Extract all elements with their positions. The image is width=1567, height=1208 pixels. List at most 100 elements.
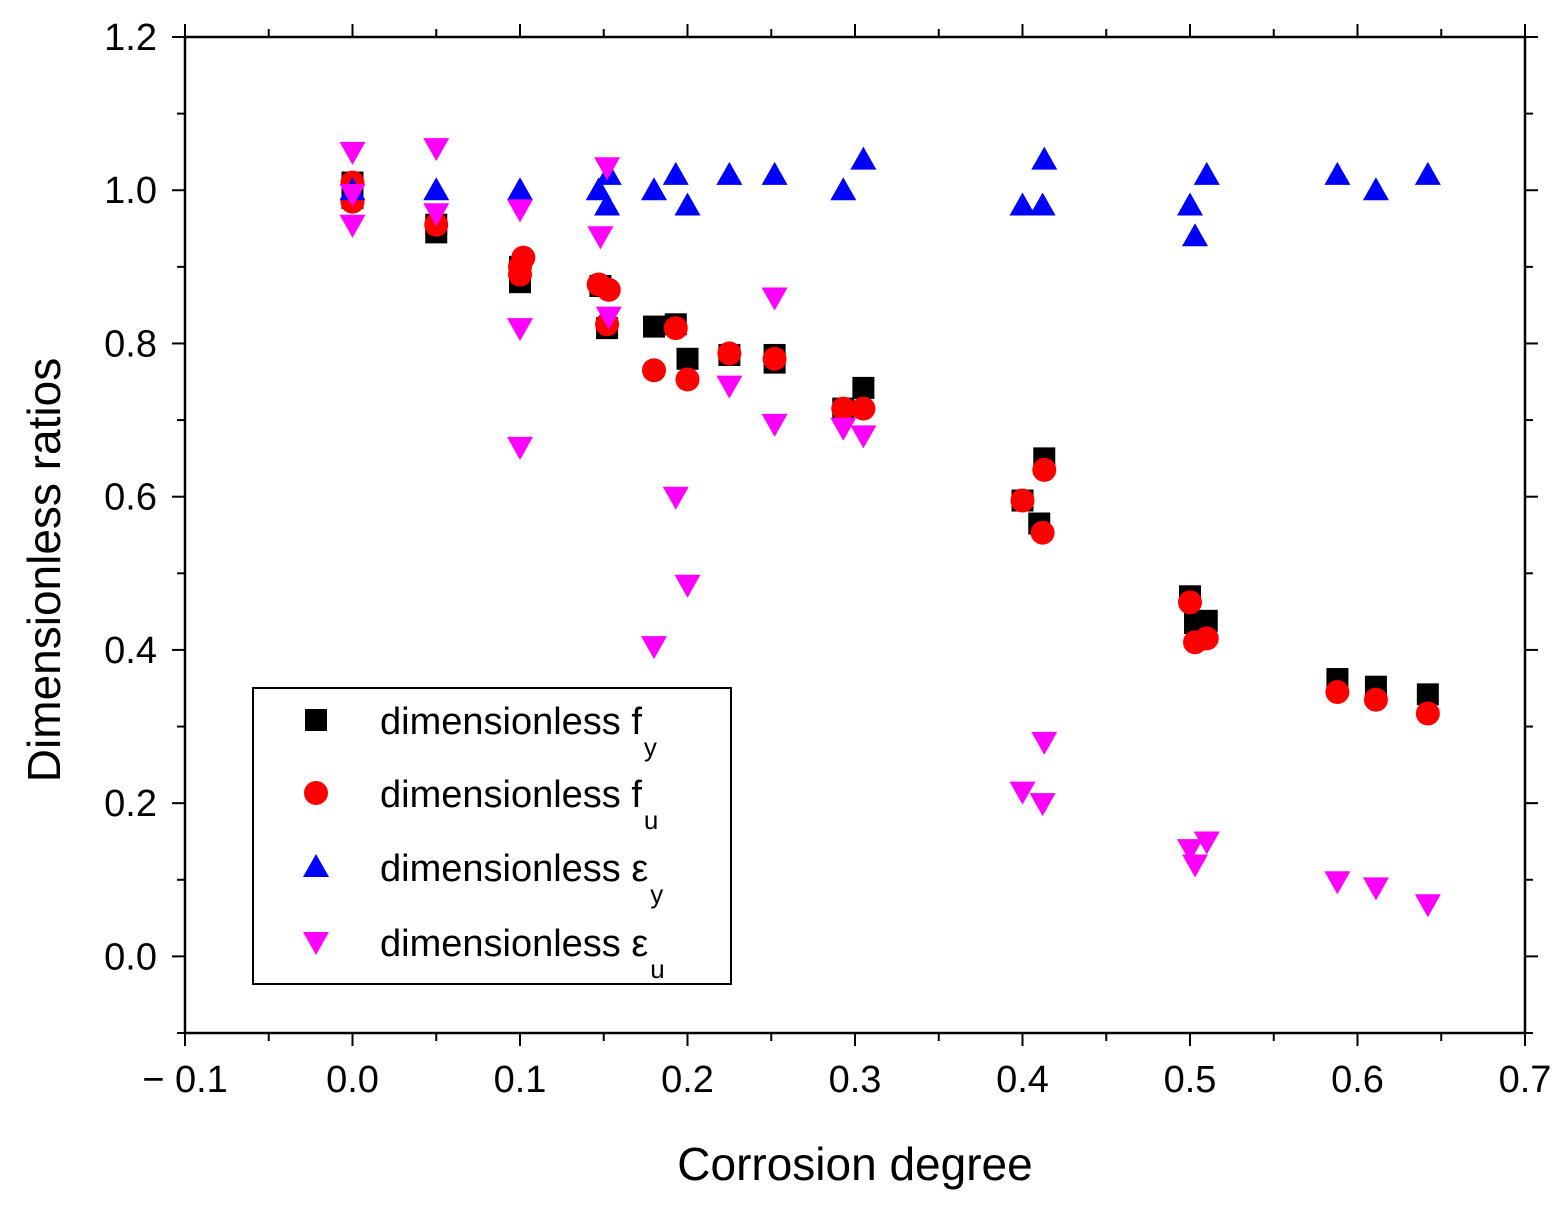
data-point-triangle-down (1182, 854, 1209, 878)
data-point-triangle-down (761, 413, 788, 437)
legend-label-subscript: y (644, 732, 657, 762)
y-tick-label: 0.0 (104, 936, 157, 978)
data-point-triangle-up (641, 177, 667, 201)
data-point-circle (1415, 701, 1440, 726)
x-tick-label: − 0.1 (142, 1059, 228, 1101)
data-point-triangle-down (641, 636, 667, 660)
y-tick-label: 0.2 (104, 783, 157, 825)
data-point-circle (1030, 520, 1055, 545)
data-point-circle (1010, 488, 1035, 513)
data-point-triangle-down (507, 199, 533, 223)
data-point-square (852, 376, 875, 399)
data-point-triangle-up (716, 161, 743, 185)
x-tick-label: 0.2 (661, 1059, 714, 1101)
series-triangle-up (339, 146, 1441, 247)
data-point-triangle-down (1193, 831, 1220, 855)
y-tick-label: 0.4 (104, 630, 157, 672)
data-point-circle (663, 316, 688, 341)
legend-label-subscript: u (644, 805, 658, 835)
y-tick-label: 1.2 (104, 17, 157, 59)
data-point-circle (762, 346, 787, 371)
data-point-triangle-down (850, 425, 877, 449)
data-point-square (643, 315, 665, 338)
data-point-circle (596, 277, 621, 302)
data-point-triangle-down (1031, 731, 1058, 755)
series-square (341, 171, 1439, 706)
data-point-triangle-down (595, 306, 622, 330)
legend-marker-circle (304, 781, 328, 805)
data-point-triangle-up (594, 192, 621, 216)
data-point-triangle-up (1009, 192, 1036, 216)
data-point-square (1195, 609, 1218, 632)
data-point-triangle-down (830, 417, 857, 441)
data-point-circle (1363, 687, 1388, 712)
data-point-triangle-up (423, 177, 450, 201)
legend-label-subscript: u (650, 954, 664, 984)
data-point-triangle-down (339, 141, 366, 165)
data-point-triangle-down (594, 157, 621, 181)
legend-box (252, 687, 732, 985)
data-point-circle (717, 341, 742, 366)
axes: − 0.1 0.0 0.1 0.2 0.3 0.4 0.5 0.6 0.7 0.0 0.2 0.4 0.… (104, 17, 1551, 1101)
data-point-triangle-down (1177, 839, 1203, 863)
data-point-triangle-up (674, 192, 701, 216)
data-point-triangle-down (507, 318, 533, 342)
data-point-triangle-down (1324, 871, 1351, 895)
x-tick-label: 0.3 (829, 1059, 882, 1101)
legend-label-subscript: y (650, 879, 663, 909)
y-tick-label: 0.6 (104, 477, 157, 519)
data-point-triangle-down (674, 574, 701, 598)
data-point-triangle-up (1031, 146, 1058, 170)
data-point-triangle-up (662, 161, 689, 185)
data-point-circle (675, 367, 700, 392)
data-point-circle (642, 358, 666, 383)
data-point-triangle-down (1362, 877, 1389, 901)
data-point-triangle-up (761, 161, 788, 185)
data-point-circle (1178, 590, 1202, 615)
data-point-triangle-up (850, 146, 877, 170)
data-point-circle (851, 396, 876, 421)
data-point-circle (1325, 680, 1350, 705)
x-axis-title: Corrosion degree (677, 1138, 1032, 1190)
data-point-triangle-up (1362, 177, 1389, 201)
x-tick-label: 0.6 (1331, 1059, 1384, 1101)
data-point-triangle-down (662, 486, 689, 510)
data-point-triangle-down (1029, 793, 1056, 817)
x-tick-label: 0.4 (996, 1059, 1049, 1101)
x-tick-label: 0.7 (1499, 1059, 1552, 1101)
legend-marker-triangle-up (303, 854, 329, 877)
data-point-triangle-down (423, 203, 450, 227)
series-circle (340, 170, 1440, 726)
data-point-triangle-down (339, 184, 366, 208)
data-point-triangle-down (339, 214, 366, 238)
data-point-triangle-down (423, 138, 450, 162)
data-point-triangle-down (761, 287, 788, 311)
data-point-triangle-down (507, 436, 533, 460)
data-point-circle (831, 396, 856, 421)
data-point-triangle-down (1414, 894, 1441, 918)
data-point-triangle-down (587, 226, 614, 250)
legend-marker-triangle-down (303, 932, 329, 955)
legend-marker-square (305, 709, 327, 731)
data-point-triangle-down (716, 375, 743, 399)
data-point-circle (1194, 626, 1219, 651)
data-point-triangle-up (830, 177, 857, 201)
data-points (339, 138, 1441, 918)
data-point-triangle-up (1193, 161, 1220, 185)
data-point-triangle-up (1029, 192, 1056, 216)
x-tick-label: 0.1 (494, 1059, 547, 1101)
y-tick-label: 1.0 (104, 170, 157, 212)
data-point-triangle-up (507, 177, 533, 201)
data-point-circle (1032, 457, 1057, 482)
x-tick-label: 0.5 (1164, 1059, 1217, 1101)
y-tick-label: 0.8 (104, 323, 157, 365)
x-tick-label: 0.0 (326, 1059, 379, 1101)
series-triangle-down (339, 138, 1441, 918)
data-point-circle (508, 262, 532, 287)
data-point-triangle-down (1009, 781, 1036, 805)
data-point-square (1416, 683, 1439, 706)
data-point-triangle-up (1177, 192, 1203, 216)
data-point-triangle-up (1182, 223, 1209, 247)
